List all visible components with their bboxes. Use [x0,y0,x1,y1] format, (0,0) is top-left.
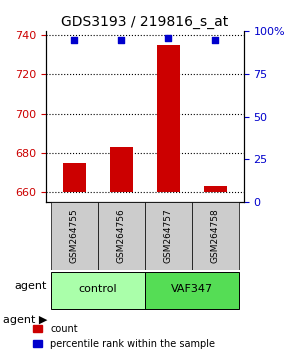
Text: GSM264755: GSM264755 [70,209,79,263]
FancyBboxPatch shape [51,202,98,270]
Text: GSM264757: GSM264757 [164,209,173,263]
FancyBboxPatch shape [51,272,145,309]
Title: GDS3193 / 219816_s_at: GDS3193 / 219816_s_at [61,15,229,29]
Point [72,37,77,43]
Bar [157,45,180,192]
Text: agent: agent [15,281,47,291]
FancyBboxPatch shape [145,272,239,309]
Bar [204,186,227,192]
Text: GSM264756: GSM264756 [117,209,126,263]
Legend: count, percentile rank within the sample: count, percentile rank within the sample [29,320,219,353]
FancyBboxPatch shape [98,202,145,270]
Text: control: control [79,284,117,295]
FancyBboxPatch shape [192,202,239,270]
Bar [110,147,133,192]
Text: GSM264758: GSM264758 [211,209,220,263]
Point [213,37,218,43]
Text: VAF347: VAF347 [171,284,213,295]
Point [166,35,171,41]
Text: agent ▶: agent ▶ [3,315,47,325]
Point [119,37,124,43]
Bar [63,162,86,192]
FancyBboxPatch shape [145,202,192,270]
